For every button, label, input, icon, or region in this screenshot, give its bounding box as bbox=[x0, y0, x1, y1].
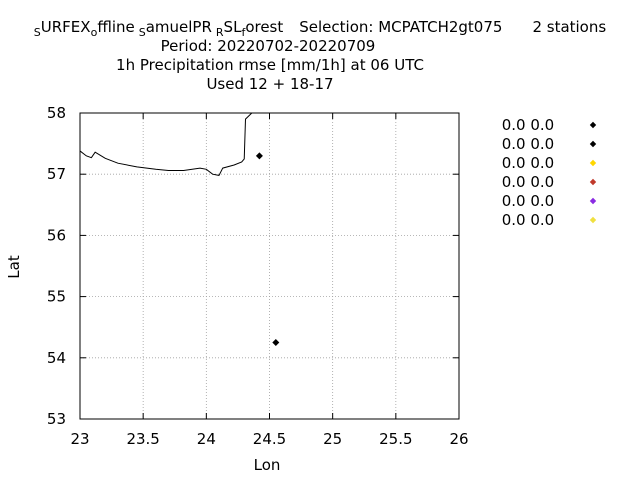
data-points bbox=[255, 152, 280, 346]
station-point bbox=[255, 152, 263, 160]
selection-text: Selection: MCPATCH2gt075 bbox=[299, 18, 502, 36]
title-part-r: R bbox=[216, 26, 224, 39]
y-tick-label: 55 bbox=[47, 288, 66, 306]
y-tick-label: 57 bbox=[47, 165, 66, 183]
legend-label: 0.0 0.0 bbox=[502, 154, 554, 172]
title-part-o: o bbox=[91, 26, 98, 39]
legend-label: 0.0 0.0 bbox=[502, 192, 554, 210]
legend-label: 0.0 0.0 bbox=[502, 135, 554, 153]
x-axis-label: Lon bbox=[254, 456, 281, 474]
title-part-urfex: URFEX bbox=[41, 18, 91, 36]
grid-lines bbox=[80, 113, 459, 419]
stations-count: 2 stations bbox=[532, 18, 606, 36]
legend: 0.0 0.00.0 0.00.0 0.00.0 0.00.0 0.00.0 0… bbox=[502, 116, 597, 229]
x-tick-label: 23.5 bbox=[126, 430, 159, 448]
legend-label: 0.0 0.0 bbox=[502, 116, 554, 134]
x-tick-label: 23 bbox=[70, 430, 89, 448]
legend-label: 0.0 0.0 bbox=[502, 211, 554, 229]
y-tick-label: 54 bbox=[47, 349, 66, 367]
title-part-amuelpr: amuelPR bbox=[146, 18, 212, 36]
y-axis-label: Lat bbox=[5, 255, 23, 279]
title-part-ffline: ffline bbox=[97, 18, 134, 36]
x-tick-label: 25.5 bbox=[379, 430, 412, 448]
subtitle-text: 1h Precipitation rmse [mm/1h] at 06 UTC bbox=[116, 56, 424, 74]
legend-marker bbox=[589, 178, 597, 186]
legend-marker bbox=[589, 121, 597, 129]
legend-label: 0.0 0.0 bbox=[502, 173, 554, 191]
y-tick-label: 56 bbox=[47, 226, 66, 244]
title-line-1: SURFEXoffline SamuelPR RSLforest Selection:… bbox=[34, 18, 607, 39]
x-tick-label: 24.5 bbox=[253, 430, 286, 448]
x-tick-label: 24 bbox=[197, 430, 216, 448]
title-part-s2: S bbox=[139, 26, 146, 39]
used-text: Used 12 + 18-17 bbox=[206, 75, 333, 93]
title-part-sl: SL bbox=[224, 18, 243, 36]
y-tick-label: 53 bbox=[47, 410, 66, 428]
x-tick-label: 25 bbox=[323, 430, 342, 448]
legend-marker bbox=[589, 216, 597, 224]
x-tick-label: 26 bbox=[449, 430, 468, 448]
legend-marker bbox=[589, 159, 597, 167]
legend-marker bbox=[589, 140, 597, 148]
period-text: Period: 20220702-20220709 bbox=[161, 37, 376, 55]
title-part-orest: orest bbox=[245, 18, 283, 36]
y-axis-ticks: 53 54 55 56 57 58 bbox=[47, 104, 459, 428]
x-axis-ticks: 23 23.5 24 24.5 25 25.5 26 bbox=[70, 113, 469, 448]
legend-marker bbox=[589, 197, 597, 205]
coastline bbox=[79, 112, 253, 176]
title-part-f: f bbox=[241, 26, 246, 39]
station-point bbox=[272, 339, 280, 346]
coastline-path bbox=[79, 112, 253, 176]
title-part-s1: S bbox=[34, 26, 41, 39]
y-tick-label: 58 bbox=[47, 104, 66, 122]
